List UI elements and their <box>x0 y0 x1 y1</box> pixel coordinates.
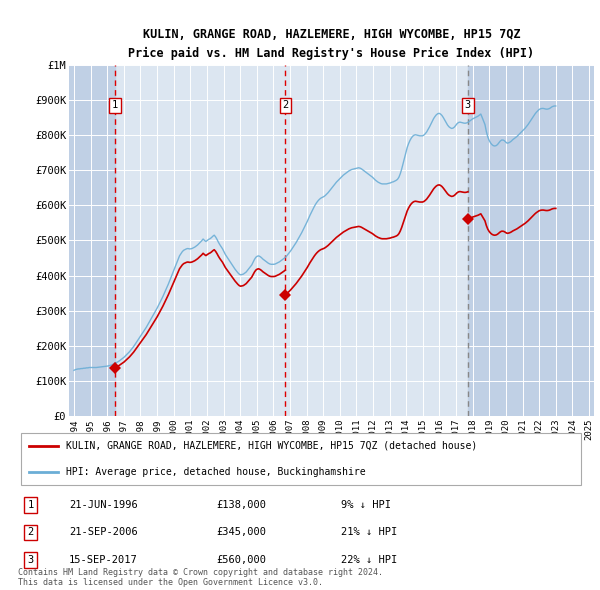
FancyBboxPatch shape <box>21 433 581 484</box>
Text: KULIN, GRANGE ROAD, HAZLEMERE, HIGH WYCOMBE, HP15 7QZ (detached house): KULIN, GRANGE ROAD, HAZLEMERE, HIGH WYCO… <box>66 441 478 451</box>
Text: 3: 3 <box>465 100 471 110</box>
Text: 3: 3 <box>28 555 34 565</box>
Text: 21% ↓ HPI: 21% ↓ HPI <box>341 527 397 537</box>
Text: 9% ↓ HPI: 9% ↓ HPI <box>341 500 391 510</box>
Text: 15-SEP-2017: 15-SEP-2017 <box>69 555 138 565</box>
Text: £345,000: £345,000 <box>217 527 266 537</box>
Text: £138,000: £138,000 <box>217 500 266 510</box>
Title: KULIN, GRANGE ROAD, HAZLEMERE, HIGH WYCOMBE, HP15 7QZ
Price paid vs. HM Land Reg: KULIN, GRANGE ROAD, HAZLEMERE, HIGH WYCO… <box>128 28 535 60</box>
Text: 1: 1 <box>28 500 34 510</box>
Bar <box>468 65 594 416</box>
Text: 22% ↓ HPI: 22% ↓ HPI <box>341 555 397 565</box>
Text: HPI: Average price, detached house, Buckinghamshire: HPI: Average price, detached house, Buck… <box>66 467 366 477</box>
Text: Contains HM Land Registry data © Crown copyright and database right 2024.
This d: Contains HM Land Registry data © Crown c… <box>18 568 383 587</box>
Text: 1: 1 <box>112 100 118 110</box>
Bar <box>69 65 115 416</box>
Text: 2: 2 <box>28 527 34 537</box>
Text: £560,000: £560,000 <box>217 555 266 565</box>
Text: 21-JUN-1996: 21-JUN-1996 <box>69 500 138 510</box>
Text: 2: 2 <box>282 100 289 110</box>
Text: 21-SEP-2006: 21-SEP-2006 <box>69 527 138 537</box>
